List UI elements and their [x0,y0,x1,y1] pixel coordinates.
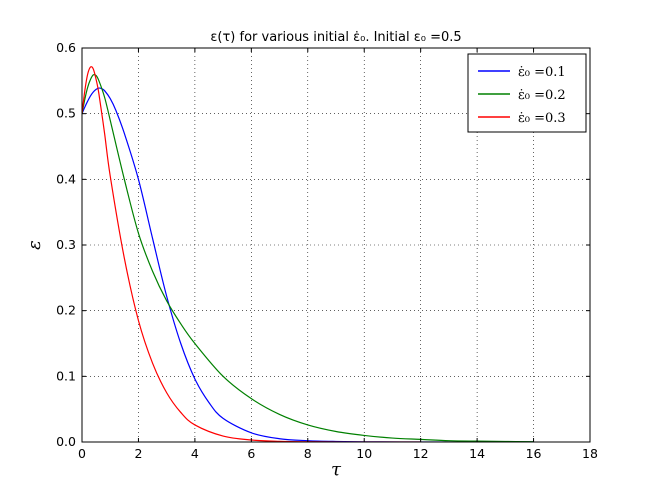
series-layer [82,66,534,442]
y-tick-label: 0.4 [56,171,76,186]
x-tick-label: 12 [413,446,429,461]
y-tick-label: 0.6 [56,40,76,55]
legend-label-1: ε̇₀ =0.1 [518,65,566,80]
legend-label-3: ε̇₀ =0.3 [518,111,566,126]
y-axis-label: ε [24,240,45,250]
series-line-2 [82,73,534,442]
y-tick-label: 0.5 [56,106,76,121]
y-tick-label: 0.2 [56,303,76,318]
series-line-3 [82,66,421,442]
chart-title: ε(τ) for various initial ε̇₀. Initial ε₀… [210,30,461,45]
x-tick-label: 8 [304,446,312,461]
y-tick-label: 0.0 [56,434,76,449]
x-tick-label: 6 [247,446,255,461]
x-axis-label: τ [331,459,342,480]
x-tick-label: 10 [356,446,372,461]
y-tick-label: 0.3 [56,237,76,252]
x-tick-label: 4 [191,446,199,461]
x-tick-label: 16 [526,446,542,461]
legend: ε̇₀ =0.1 ε̇₀ =0.2 ε̇₀ =0.3 [467,53,587,133]
grid [82,48,590,442]
x-tick-label: 14 [469,446,485,461]
x-tick-label: 18 [582,446,598,461]
legend-label-2: ε̇₀ =0.2 [518,88,566,103]
x-tick-label: 0 [78,446,86,461]
ticks: 0 2 4 6 8 10 12 14 16 18 0.0 0.1 0.2 0.3 0.4 0.5 0.6 [56,40,598,461]
legend-box [467,53,587,133]
y-tick-label: 0.1 [56,368,76,383]
x-tick-label: 2 [134,446,142,461]
